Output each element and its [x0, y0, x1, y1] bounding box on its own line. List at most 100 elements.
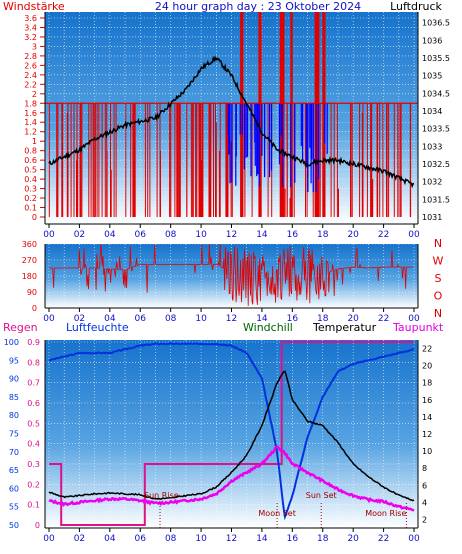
x-tick-label: 14	[256, 314, 268, 324]
pressure-line	[48, 55, 415, 189]
regen-axis-tick: 0.1	[27, 501, 40, 510]
wind-axis-tick: 0.4	[24, 175, 37, 184]
x-tick-label: 02	[74, 534, 85, 544]
pressure-axis-tick: 1036.5	[422, 19, 450, 28]
wind-axis-tick: 0.2	[24, 194, 37, 203]
astro-marker-label: Sun Set	[306, 491, 337, 500]
humidity-line	[48, 342, 415, 521]
x-tick-label: 00	[408, 230, 420, 240]
pressure-axis-tick: 1033	[422, 142, 442, 151]
pressure-axis-tick: 1035.5	[422, 54, 450, 63]
x-tick-label: 16	[287, 534, 299, 544]
astro-marker-label: Moon Rise	[365, 509, 406, 518]
wind-axis-tick: 1.4	[24, 118, 37, 127]
wind-axis-tick: 1	[32, 137, 37, 146]
direction-axis-tick: 90	[27, 288, 37, 297]
x-tick-label: 08	[165, 314, 177, 324]
temperature-axis-tick: 12	[422, 430, 432, 439]
humidity-axis-tick: 85	[9, 393, 19, 402]
humidity-axis-tick: 80	[9, 411, 19, 420]
wind-axis-tick: 2.4	[24, 71, 37, 80]
x-tick-label: 16	[287, 314, 299, 324]
x-tick-label: 04	[104, 534, 116, 544]
humidity-axis-tick: 95	[9, 356, 19, 365]
regen-axis-tick: 0.4	[27, 440, 40, 449]
wind-axis-tick: 0.3	[24, 185, 37, 194]
wind-axis-tick: 2.6	[24, 61, 37, 70]
wind-axis-tick: 0.8	[24, 147, 37, 156]
direction-axis-tick: 0	[32, 304, 37, 313]
wind-axis-tick: 0	[32, 213, 37, 222]
legend-windchill: Windchill	[243, 321, 293, 334]
pressure-axis-tick: 1033.5	[422, 125, 450, 134]
legend-regen: Regen	[3, 321, 38, 334]
compass-label: S	[435, 272, 442, 285]
wind-axis-tick: 2.2	[24, 80, 37, 89]
astro-marker-label: Moon Set	[258, 509, 295, 518]
x-tick-label: 12	[226, 314, 237, 324]
humidity-axis-tick: 90	[9, 375, 19, 384]
compass-label: N	[434, 307, 442, 320]
wind-axis-tick: 0.6	[24, 156, 37, 165]
x-tick-label: 14	[256, 534, 268, 544]
pressure-axis-tick: 1032.5	[422, 160, 450, 169]
wind-direction-line	[49, 243, 414, 307]
regen-axis-tick: 0.5	[27, 419, 40, 428]
x-tick-label: 00	[408, 314, 420, 324]
wind-axis-tick: 2.8	[24, 52, 37, 61]
x-tick-label: 16	[287, 230, 299, 240]
regen-axis-tick: 0.9	[27, 338, 40, 347]
temperature-line	[48, 370, 415, 502]
x-tick-label: 10	[195, 314, 207, 324]
x-tick-label: 12	[226, 230, 237, 240]
x-tick-label: 12	[226, 534, 237, 544]
wind-axis-tick: 3	[32, 42, 37, 51]
regen-axis-tick: 0.3	[27, 460, 40, 469]
pressure-axis-tick: 1034	[422, 107, 442, 116]
x-tick-label: 18	[317, 314, 329, 324]
x-tick-label: 18	[317, 230, 329, 240]
x-tick-label: 22	[378, 314, 389, 324]
compass-label: O	[434, 290, 443, 303]
wind-axis-tick: 0.5	[24, 166, 37, 175]
humidity-axis-tick: 100	[4, 338, 19, 347]
x-tick-label: 14	[256, 230, 268, 240]
pressure-title: Luftdruck	[390, 0, 442, 13]
direction-axis-tick: 270	[22, 256, 37, 265]
x-tick-label: 00	[43, 230, 55, 240]
x-tick-label: 02	[74, 230, 85, 240]
compass-label: N	[434, 237, 442, 250]
x-tick-label: 18	[317, 534, 329, 544]
x-tick-label: 06	[135, 534, 147, 544]
humidity-axis-tick: 50	[9, 521, 19, 530]
x-tick-label: 02	[74, 314, 85, 324]
x-tick-label: 06	[135, 314, 147, 324]
x-tick-label: 04	[104, 314, 116, 324]
x-tick-label: 04	[104, 230, 116, 240]
pressure-axis-tick: 1036	[422, 36, 442, 45]
temperature-axis-tick: 4	[422, 498, 427, 507]
regen-axis-tick: 0.7	[27, 379, 40, 388]
humidity-axis-tick: 75	[9, 430, 19, 439]
temperature-axis-tick: 20	[422, 362, 432, 371]
temperature-axis-tick: 2	[422, 515, 427, 524]
wind-axis-tick: 3.2	[24, 33, 37, 42]
pressure-axis-tick: 1034.5	[422, 89, 450, 98]
astro-marker-label: Sun Rise	[144, 491, 179, 500]
legend-taupunkt: Taupunkt	[392, 321, 444, 334]
temperature-axis-tick: 10	[422, 447, 432, 456]
x-tick-label: 00	[408, 534, 420, 544]
pressure-axis-tick: 1035	[422, 72, 442, 81]
wind-axis-tick: 0.1	[24, 204, 37, 213]
pressure-axis-tick: 1031	[422, 213, 442, 222]
wind-axis-tick: 2	[32, 90, 37, 99]
temperature-axis-tick: 16	[422, 396, 432, 405]
legend-temperatur: Temperatur	[312, 321, 377, 334]
pressure-axis-tick: 1031.5	[422, 195, 450, 204]
humidity-axis-tick: 60	[9, 484, 19, 493]
x-tick-label: 00	[43, 314, 55, 324]
x-tick-label: 20	[347, 230, 359, 240]
direction-axis-tick: 360	[22, 240, 37, 249]
